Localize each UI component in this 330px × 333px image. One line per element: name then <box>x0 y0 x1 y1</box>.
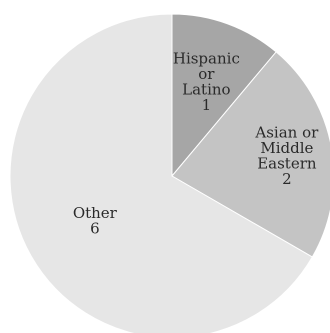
pie-slice-label-line: Middle <box>260 139 313 157</box>
pie-slice-label-line: Asian or <box>254 123 319 141</box>
pie-slice-label-line: 2 <box>282 170 292 188</box>
pie-slice-label-line: 6 <box>90 219 100 237</box>
pie-slice-label-line: or <box>198 65 215 83</box>
pie-slice-label-line: Latino <box>182 80 230 98</box>
pie-slices <box>9 13 330 333</box>
pie-slice-asian-or-middle-eastern <box>171 51 330 258</box>
pie-slice-label-line: Other <box>73 204 118 222</box>
pie-slice-label-line: Hispanic <box>173 49 240 67</box>
pie-slice-label-line: Eastern <box>257 154 317 172</box>
pie-slice-label: Hispanic or Latino 1 <box>173 49 240 114</box>
pie-slice-label-line: 1 <box>202 96 212 114</box>
pie-slice-hispanic-or-latino <box>171 13 277 178</box>
pie-slice-label: Asian or Middle Eastern 2 <box>254 123 319 188</box>
pie-slice-other <box>9 13 313 333</box>
pie-slice-label: Other 6 <box>73 204 118 238</box>
